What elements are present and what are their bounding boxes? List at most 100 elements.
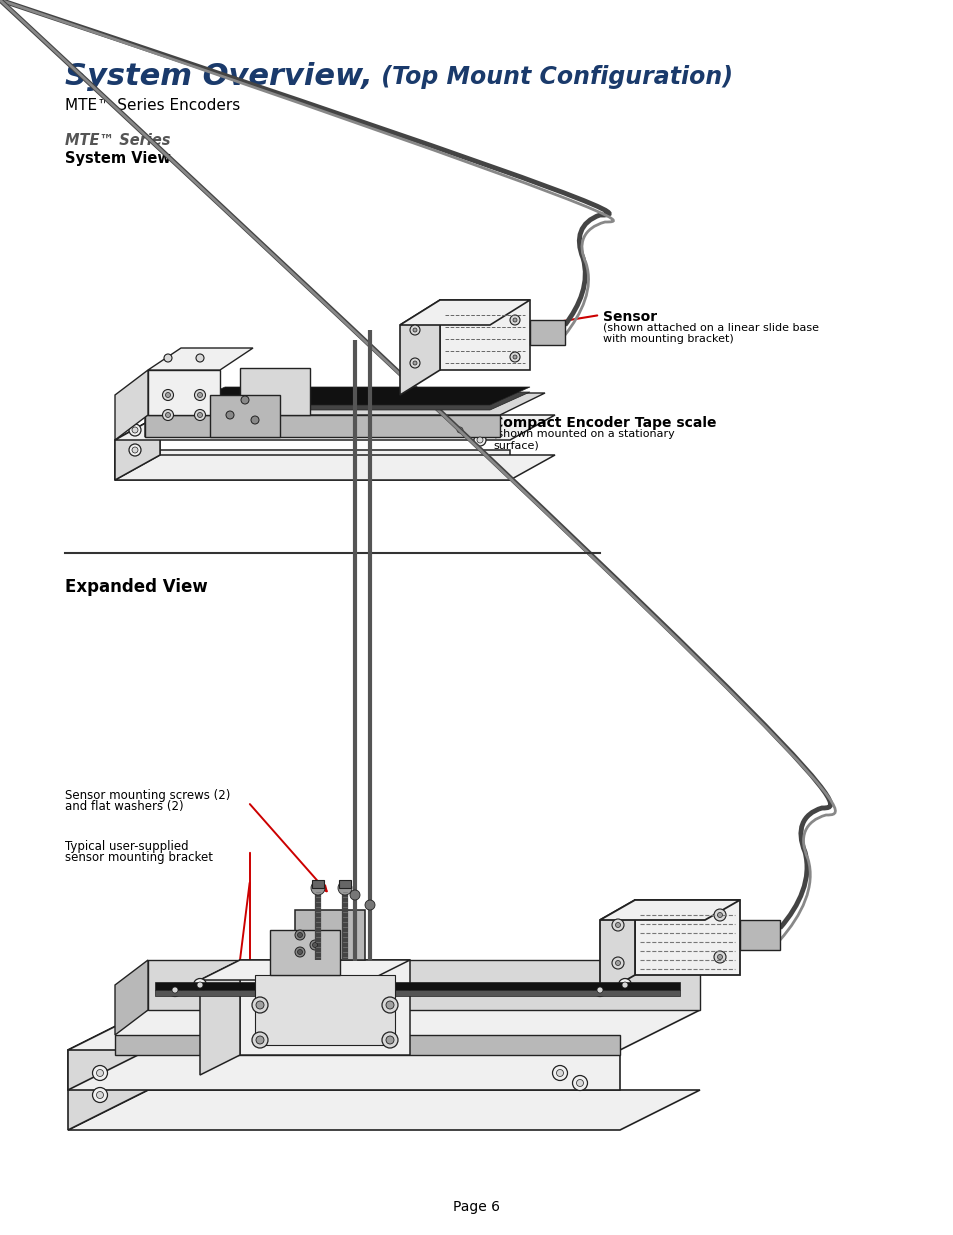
- Circle shape: [410, 325, 419, 335]
- Circle shape: [162, 410, 173, 420]
- Polygon shape: [115, 370, 148, 440]
- Circle shape: [297, 950, 302, 955]
- Polygon shape: [145, 393, 544, 415]
- Polygon shape: [115, 960, 148, 1035]
- Circle shape: [196, 982, 203, 988]
- Circle shape: [162, 389, 173, 400]
- Text: Sensor: Sensor: [602, 310, 657, 324]
- Text: Page 6: Page 6: [453, 1200, 500, 1214]
- Circle shape: [413, 361, 416, 366]
- Text: System View: System View: [65, 151, 171, 165]
- Circle shape: [474, 433, 485, 446]
- Circle shape: [132, 447, 138, 453]
- Circle shape: [194, 389, 205, 400]
- Polygon shape: [740, 920, 780, 950]
- Text: Expanded View: Expanded View: [65, 578, 208, 597]
- Circle shape: [96, 1092, 103, 1098]
- Circle shape: [713, 909, 725, 921]
- Polygon shape: [530, 320, 564, 345]
- Polygon shape: [145, 393, 190, 437]
- Circle shape: [132, 427, 138, 433]
- Text: surface): surface): [493, 440, 538, 450]
- Polygon shape: [200, 960, 240, 1074]
- Polygon shape: [115, 450, 510, 480]
- Polygon shape: [115, 454, 555, 480]
- Circle shape: [713, 951, 725, 963]
- Text: with mounting bracket): with mounting bracket): [602, 333, 733, 345]
- Circle shape: [297, 932, 302, 937]
- Circle shape: [241, 396, 249, 404]
- Polygon shape: [148, 348, 253, 370]
- Circle shape: [251, 416, 258, 424]
- Circle shape: [717, 955, 721, 960]
- Circle shape: [618, 978, 631, 992]
- Polygon shape: [154, 982, 679, 990]
- Polygon shape: [68, 1091, 700, 1130]
- Circle shape: [510, 315, 519, 325]
- Polygon shape: [145, 415, 499, 437]
- Circle shape: [612, 957, 623, 969]
- Circle shape: [255, 1002, 264, 1009]
- Circle shape: [165, 412, 171, 417]
- Circle shape: [413, 329, 416, 332]
- Polygon shape: [148, 370, 220, 415]
- Text: (shown attached on a linear slide base: (shown attached on a linear slide base: [602, 324, 818, 333]
- Polygon shape: [254, 974, 395, 1045]
- Polygon shape: [635, 900, 740, 974]
- Circle shape: [381, 1032, 397, 1049]
- Circle shape: [252, 1032, 268, 1049]
- Polygon shape: [115, 1035, 619, 1055]
- Circle shape: [576, 1079, 583, 1087]
- Circle shape: [513, 354, 517, 359]
- Circle shape: [572, 1076, 587, 1091]
- Circle shape: [612, 919, 623, 931]
- Text: and flat washers (2): and flat washers (2): [65, 800, 183, 813]
- Circle shape: [129, 445, 141, 456]
- Polygon shape: [185, 387, 530, 405]
- Circle shape: [193, 978, 206, 992]
- Polygon shape: [399, 300, 530, 325]
- Text: System Overview,: System Overview,: [65, 62, 373, 91]
- Circle shape: [615, 923, 619, 927]
- Circle shape: [252, 997, 268, 1013]
- Text: (shown mounted on a stationary: (shown mounted on a stationary: [493, 429, 674, 438]
- Polygon shape: [338, 881, 351, 888]
- Polygon shape: [270, 930, 339, 974]
- Polygon shape: [294, 910, 365, 960]
- Circle shape: [510, 352, 519, 362]
- Circle shape: [92, 1088, 108, 1103]
- Text: MTE™ Series: MTE™ Series: [65, 133, 171, 148]
- Circle shape: [337, 881, 352, 895]
- Polygon shape: [399, 300, 439, 395]
- Circle shape: [226, 411, 233, 419]
- Circle shape: [313, 942, 317, 947]
- Text: (Top Mount Configuration): (Top Mount Configuration): [373, 65, 732, 89]
- Polygon shape: [210, 395, 280, 437]
- Circle shape: [476, 437, 482, 443]
- Circle shape: [96, 1070, 103, 1077]
- Circle shape: [456, 427, 462, 433]
- Text: Typical user-supplied: Typical user-supplied: [65, 840, 189, 853]
- Circle shape: [310, 940, 319, 950]
- Circle shape: [169, 983, 181, 997]
- Circle shape: [294, 947, 305, 957]
- Text: MTE™ Series Encoders: MTE™ Series Encoders: [65, 98, 240, 112]
- Polygon shape: [68, 1010, 148, 1091]
- Circle shape: [513, 317, 517, 322]
- Circle shape: [197, 393, 202, 398]
- Circle shape: [172, 987, 178, 993]
- Circle shape: [92, 1066, 108, 1081]
- Polygon shape: [115, 415, 160, 480]
- Circle shape: [311, 881, 325, 895]
- Circle shape: [195, 354, 204, 362]
- Polygon shape: [154, 990, 679, 995]
- Circle shape: [717, 913, 721, 918]
- Polygon shape: [312, 881, 324, 888]
- Circle shape: [615, 961, 619, 966]
- Polygon shape: [68, 1010, 700, 1050]
- Polygon shape: [240, 960, 410, 1055]
- Polygon shape: [68, 1050, 148, 1130]
- Polygon shape: [148, 960, 700, 1010]
- Polygon shape: [185, 391, 530, 410]
- Text: Compact Encoder Tape scale: Compact Encoder Tape scale: [493, 416, 716, 430]
